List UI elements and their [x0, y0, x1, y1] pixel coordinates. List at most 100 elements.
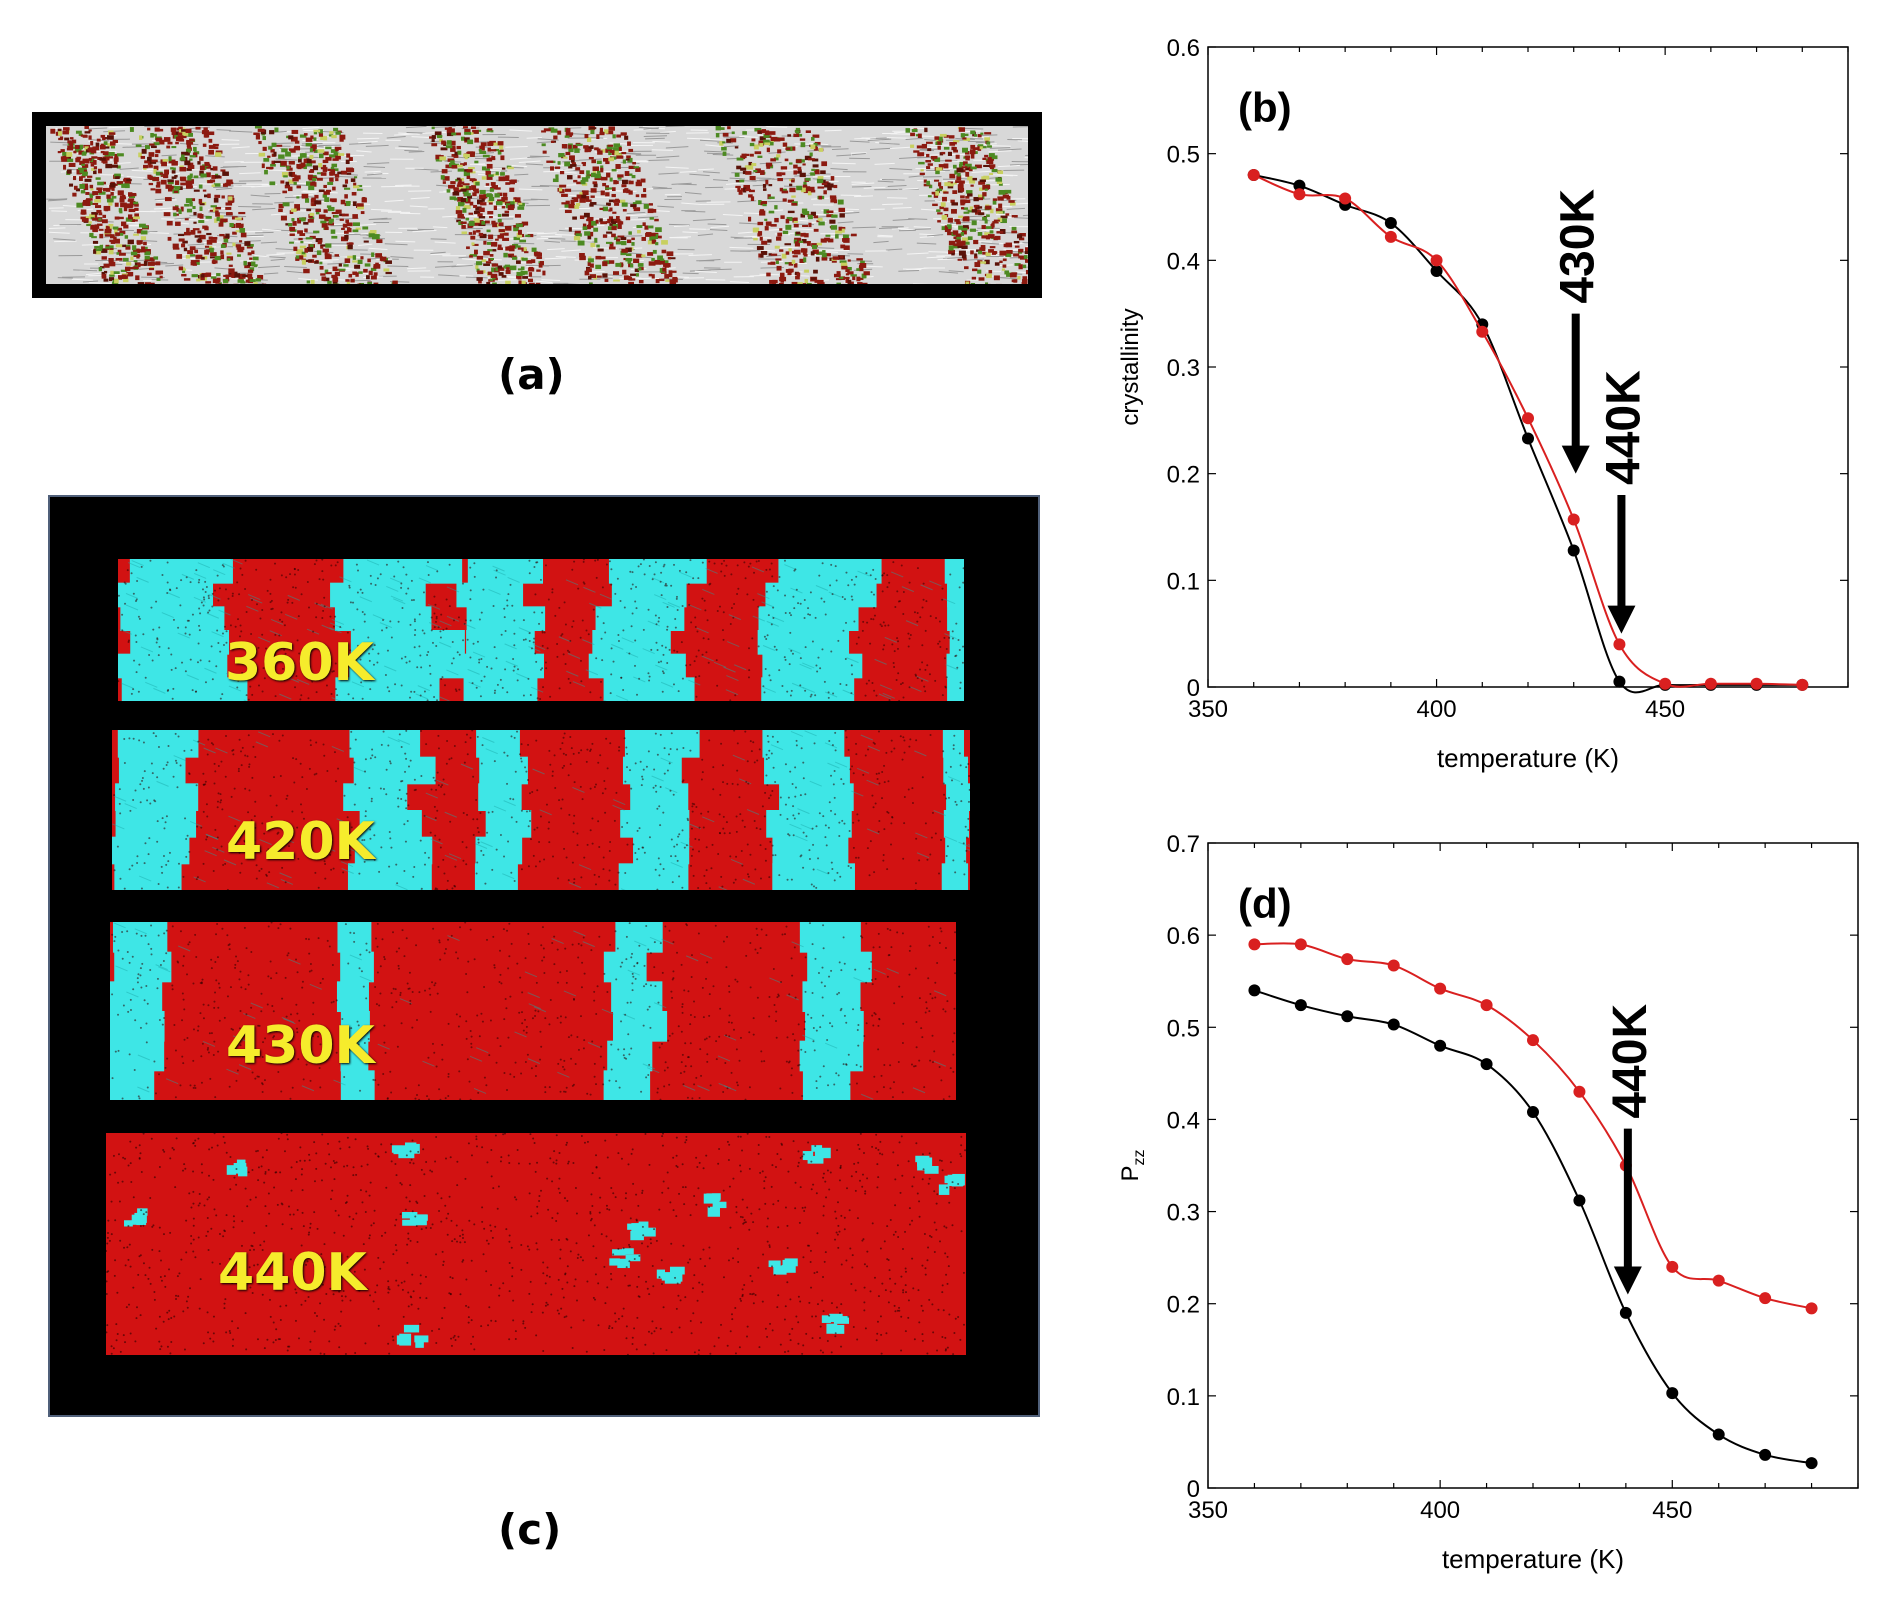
atom-dots: [113, 730, 970, 890]
panel-label: (d): [1238, 880, 1292, 927]
plot-frame: [1207, 842, 1859, 1489]
series-black: [1248, 984, 1818, 1470]
data-point: [1387, 1018, 1400, 1031]
strip-image: [110, 922, 956, 1100]
y-tick-label: 0.3: [1167, 355, 1200, 382]
data-point: [1712, 1274, 1725, 1287]
data-point: [1712, 1428, 1725, 1441]
data-point: [1294, 938, 1307, 951]
data-point: [1750, 677, 1763, 690]
data-point: [1430, 254, 1443, 267]
data-point: [1613, 675, 1626, 688]
data-point: [1294, 999, 1307, 1012]
x-tick-label: 450: [1652, 1497, 1692, 1524]
x-tick-label: 350: [1188, 696, 1228, 723]
strip-temperature-label: 440K: [218, 1243, 367, 1303]
panel-label-c: (c): [498, 1505, 562, 1554]
arrow-head: [1561, 445, 1590, 474]
strip-image: [118, 559, 964, 701]
data-point: [1613, 638, 1626, 651]
series-red: [1247, 169, 1809, 691]
x-tick-label: 400: [1420, 1497, 1460, 1524]
arrow-head: [1607, 605, 1636, 634]
x-axis-label: temperature (K): [1442, 1544, 1624, 1574]
y-tick-label: 0.1: [1167, 1384, 1200, 1411]
data-point: [1247, 169, 1260, 181]
data-point: [1293, 188, 1306, 201]
chart-d-svg: 0 0.1 0.2 0.3 0.4 0.5 0.6 0.7 350 400 450 temperatu…: [1117, 831, 1859, 1574]
annotation-label: 430K: [1552, 189, 1605, 304]
series-red: [1248, 938, 1818, 1315]
y-axis-label: Pzz: [1117, 1149, 1148, 1181]
x-tick-label: 450: [1645, 696, 1685, 723]
y-tick-label: 0: [1187, 675, 1200, 702]
series-black: [1247, 169, 1809, 694]
data-point: [1522, 432, 1534, 445]
data-point: [1759, 1448, 1772, 1461]
data-point: [1573, 1085, 1586, 1098]
y-tick-label: 0.6: [1167, 35, 1200, 62]
annotation-label: 440K: [1597, 370, 1650, 485]
data-point: [1341, 953, 1354, 966]
y-tick-label: 0.1: [1167, 568, 1200, 595]
data-point: [1480, 999, 1493, 1012]
crystalline-islands: [124, 1142, 965, 1348]
arrow-head: [1613, 1266, 1642, 1295]
strip-image: [106, 1133, 966, 1355]
data-point: [1522, 412, 1534, 425]
data-point: [1619, 1306, 1632, 1319]
y-tick-label: 0.2: [1167, 462, 1200, 489]
data-point: [1573, 1194, 1586, 1207]
crystalline-regions: [112, 730, 970, 890]
annotation-label: 440K: [1604, 1004, 1657, 1119]
data-point: [1434, 982, 1447, 995]
y-axis-label: crystallinity: [1117, 308, 1144, 425]
data-point: [1341, 1010, 1354, 1023]
panel-label: (b): [1238, 84, 1292, 131]
data-point: [1476, 325, 1489, 338]
annotation-440K: 440K: [1597, 370, 1650, 634]
snapshot-a-image: [46, 126, 1028, 284]
data-point: [1567, 544, 1580, 557]
strip-temperature-label: 360K: [225, 633, 374, 693]
strip-temperature-label: 420K: [226, 812, 375, 872]
chart-b: 0 0.1 0.2 0.3 0.4 0.5 0.6 350 400 450 temperature …: [1090, 20, 1880, 800]
chart-b-svg: 0 0.1 0.2 0.3 0.4 0.5 0.6 350 400 450 temperature …: [1117, 35, 1849, 773]
y-tick-label: 0.3: [1167, 1200, 1200, 1227]
strip-image: [112, 730, 970, 890]
x-tick-label: 350: [1188, 1497, 1228, 1524]
snapshot-strip-420k: 420K: [112, 730, 970, 890]
atom-dots: [118, 559, 964, 701]
data-point: [1666, 1260, 1679, 1273]
crystal-hatching: [112, 730, 970, 890]
data-point: [1434, 1039, 1447, 1052]
series-line: [1254, 989, 1812, 1465]
data-point: [1567, 513, 1580, 526]
x-axis-label: temperature (K): [1437, 743, 1619, 773]
annotation-440K: 440K: [1604, 1004, 1657, 1295]
plot-frame: [1207, 46, 1849, 688]
atom-dots: [111, 922, 956, 1100]
series-line: [1253, 174, 1803, 688]
y-tick-label: 0: [1187, 1476, 1200, 1503]
y-tick-label: 0.4: [1167, 248, 1200, 275]
data-point: [1759, 1292, 1772, 1305]
y-tick-label: 0.5: [1167, 142, 1200, 169]
snapshot-panel-c: 360K 420K 430K 440K: [48, 495, 1040, 1417]
data-point: [1666, 1387, 1679, 1400]
data-point: [1248, 984, 1261, 997]
snapshot-strip-440k: 440K: [106, 1133, 966, 1355]
crystal-hatching: [119, 559, 958, 701]
y-tick-label: 0.5: [1167, 1015, 1200, 1042]
data-point: [1384, 217, 1397, 229]
snapshot-strip-360k: 360K: [118, 559, 964, 701]
crystalline-regions: [110, 922, 872, 1100]
panel-label-a: (a): [498, 350, 565, 399]
data-point: [1796, 678, 1809, 691]
strip-temperature-label: 430K: [226, 1016, 375, 1076]
data-point: [1527, 1034, 1539, 1047]
data-point: [1480, 1058, 1493, 1071]
data-point: [1805, 1457, 1818, 1470]
data-point: [1527, 1106, 1539, 1119]
crystal-hatching: [113, 922, 947, 1100]
